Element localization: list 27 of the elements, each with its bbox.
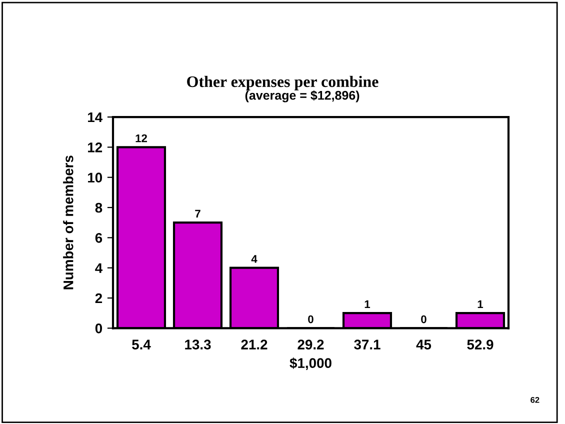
data-label: 0 [308, 315, 314, 324]
data-label: 1 [364, 300, 370, 308]
y-tick-label: 12 [88, 142, 102, 152]
x-tick-label: 45 [416, 340, 432, 350]
y-tick-label: 14 [88, 112, 103, 122]
text: 62 [530, 396, 540, 403]
data-label: 4 [251, 255, 258, 263]
x-tick-label: 21.2 [241, 340, 268, 350]
x-tick-label: 13.3 [185, 340, 211, 350]
data-label: 0 [421, 315, 426, 324]
y-tick-label: 10 [88, 172, 102, 183]
y-tick-label: 6 [95, 233, 102, 243]
y-tick-label: 4 [95, 263, 103, 273]
y-axis-title: Number of members [63, 156, 74, 290]
data-label: 1 [478, 300, 484, 308]
x-tick-label: 29.2 [298, 340, 324, 350]
x-axis-title: $1,000 [290, 358, 332, 370]
x-tick-label: 5.4 [132, 340, 151, 350]
chart-subtitle: (average = $12,896) [245, 90, 360, 102]
x-tick-label: 52.9 [467, 340, 494, 350]
y-tick-label: 8 [95, 202, 102, 213]
x-tick-label: 37.1 [354, 340, 380, 350]
data-label: 12 [136, 134, 147, 142]
y-tick-label: 2 [95, 293, 102, 304]
chart-title: Other expenses per combine [187, 76, 378, 90]
data-label: 7 [195, 210, 200, 218]
y-tick-label: 0 [95, 324, 102, 334]
